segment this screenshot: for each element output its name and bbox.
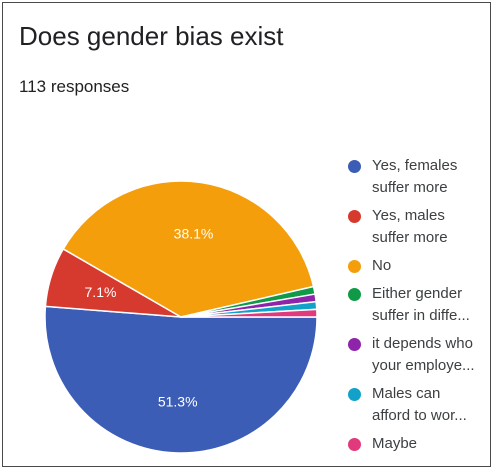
legend-item[interactable]: it depends who your employe... (346, 333, 494, 377)
chart-title: Does gender bias exist (19, 21, 284, 51)
legend-item[interactable]: Maybe (346, 433, 494, 455)
legend-swatch-icon (348, 438, 361, 451)
response-count: 113 responses (19, 77, 130, 96)
legend-label: No (372, 257, 392, 274)
legend-swatch-icon (348, 260, 361, 273)
legend-item[interactable]: Either gender suffer in diffe... (346, 283, 494, 327)
legend-swatch-icon (348, 160, 361, 173)
legend-item[interactable]: Yes, males suffer more (346, 205, 494, 249)
legend-swatch-icon (348, 210, 361, 223)
pie-slice (44, 305, 318, 454)
legend-swatch-icon (348, 388, 361, 401)
pie-slice (180, 308, 318, 318)
chart-legend: Yes, females suffer more Yes, males suffe… (346, 155, 494, 461)
slice-label: 38.1% (174, 226, 214, 242)
legend-item[interactable]: No (346, 255, 494, 277)
legend-item[interactable]: Yes, females suffer more (346, 155, 494, 199)
legend-label: it depends who your employe... (372, 335, 475, 374)
legend-label: Males can afford to wor... (372, 385, 467, 424)
legend-label: Maybe (372, 435, 418, 452)
chart-card: Does gender bias exist 113 responses 51.… (2, 2, 491, 467)
legend-swatch-icon (348, 338, 361, 351)
slice-label: 7.1% (85, 284, 117, 300)
legend-item[interactable]: Males can afford to wor... (346, 383, 494, 427)
pie-slice (62, 180, 315, 318)
legend-label: Either gender suffer in diffe... (372, 285, 470, 324)
legend-swatch-icon (348, 288, 361, 301)
legend-label: Yes, males suffer more (372, 207, 448, 246)
pie-chart: 51.3% 7.1% 38.1% (44, 180, 318, 454)
legend-label: Yes, females suffer more (372, 157, 458, 196)
slice-label: 51.3% (158, 393, 198, 409)
